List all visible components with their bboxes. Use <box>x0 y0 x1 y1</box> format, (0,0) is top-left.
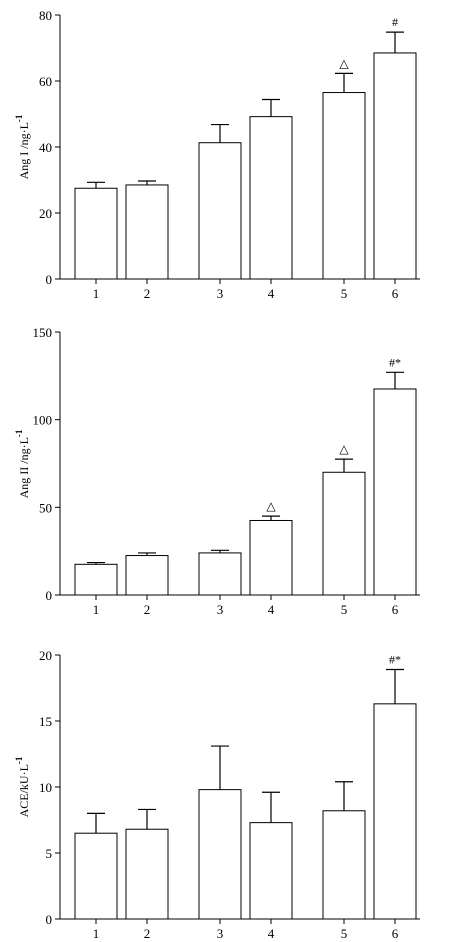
y-tick-label: 50 <box>39 500 52 515</box>
bar <box>322 810 366 920</box>
x-tick-label: 4 <box>268 286 275 301</box>
bar <box>249 519 293 596</box>
y-axis-label: Ang I /ng·L-1 <box>14 114 31 179</box>
y-tick-label: 5 <box>46 846 53 861</box>
y-axis-label: ACE/kU·L-1 <box>14 756 31 817</box>
y-tick-label: 20 <box>39 206 52 221</box>
bar <box>322 471 366 596</box>
bar <box>249 822 293 920</box>
bar <box>198 789 242 920</box>
significance-marker: △ <box>339 442 349 456</box>
bar <box>249 116 293 280</box>
y-tick-label: 150 <box>33 325 53 340</box>
y-tick-label: 80 <box>39 8 52 23</box>
bar <box>198 142 242 280</box>
y-axis-label-superscript: -1 <box>14 756 24 764</box>
x-tick-label: 6 <box>392 286 399 301</box>
bar <box>74 832 118 920</box>
chart-panel-ang-i: 0 20 40 60 80 Ang I /ng·L-1 1 2 3 4 △ 5 #6 <box>14 8 420 301</box>
significance-marker: #* <box>389 653 401 667</box>
bar <box>373 703 417 920</box>
y-tick-label: 60 <box>39 74 52 89</box>
x-tick-label: 3 <box>217 602 224 617</box>
y-tick-label: 0 <box>46 272 53 287</box>
x-tick-label: 3 <box>217 926 224 941</box>
y-tick-label: 100 <box>33 413 53 428</box>
y-axis-label-superscript: -1 <box>14 429 24 437</box>
x-tick-label: 5 <box>341 926 348 941</box>
x-tick-label: 4 <box>268 926 275 941</box>
x-tick-label: 2 <box>144 602 151 617</box>
y-tick-label: 0 <box>46 588 53 603</box>
x-tick-label: 1 <box>93 286 100 301</box>
significance-marker: #* <box>389 355 401 369</box>
x-tick-label: 2 <box>144 926 151 941</box>
bar <box>125 828 169 920</box>
y-axis-label: Ang II /ng·L-1 <box>14 429 31 498</box>
bar <box>373 52 417 280</box>
bar <box>373 388 417 596</box>
y-tick-label: 40 <box>39 140 52 155</box>
significance-marker: # <box>392 15 398 29</box>
bar <box>125 184 169 280</box>
x-tick-label: 5 <box>341 286 348 301</box>
bar <box>198 552 242 596</box>
y-tick-label: 10 <box>39 780 52 795</box>
y-axis-label-superscript: -1 <box>14 114 24 122</box>
x-tick-label: 3 <box>217 286 224 301</box>
significance-marker: △ <box>339 56 349 70</box>
x-tick-label: 1 <box>93 602 100 617</box>
bar <box>322 92 366 280</box>
y-tick-label: 0 <box>46 912 53 927</box>
chart-panel-ace: 0 5 10 15 20 ACE/kU·L-1 1 2 3 4 5 #* 6 <box>14 648 420 941</box>
y-tick-label: 15 <box>39 714 52 729</box>
x-tick-label: 4 <box>268 602 275 617</box>
chart-panel-ang-ii: 0 50 100 150 Ang II /ng·L-1 1 2 3 △ 4 △ 5 #* 6 <box>14 325 420 617</box>
x-tick-label: 5 <box>341 602 348 617</box>
x-tick-label: 1 <box>93 926 100 941</box>
y-tick-label: 20 <box>39 648 52 663</box>
significance-marker: △ <box>266 499 276 513</box>
bar <box>125 555 169 596</box>
x-tick-label: 6 <box>392 926 399 941</box>
x-tick-label: 2 <box>144 286 151 301</box>
x-tick-label: 6 <box>392 602 399 617</box>
bar <box>74 563 118 596</box>
bar <box>74 187 118 280</box>
